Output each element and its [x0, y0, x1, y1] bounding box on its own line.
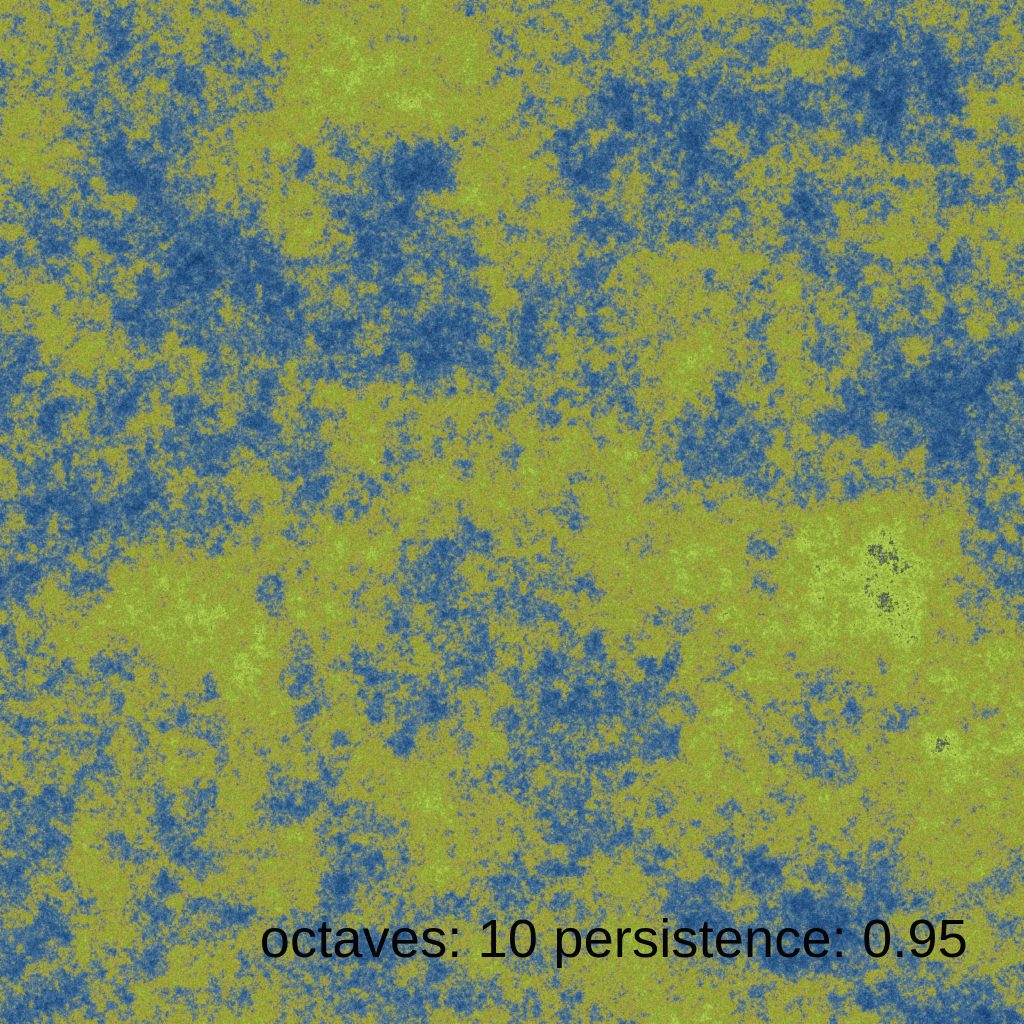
noise-viewport: octaves: 10 persistence: 0.95: [0, 0, 1024, 1024]
procedural-terrain-map: [0, 0, 1024, 1024]
